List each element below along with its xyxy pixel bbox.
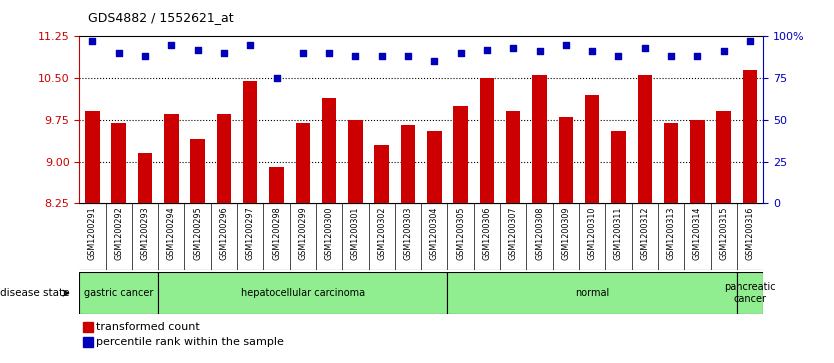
Bar — [322, 98, 336, 203]
Point — [480, 47, 494, 53]
Text: GSM1200291: GSM1200291 — [88, 207, 97, 260]
Point — [349, 53, 362, 59]
Text: GSM1200299: GSM1200299 — [299, 207, 307, 260]
Text: pancreatic
cancer: pancreatic cancer — [724, 282, 776, 304]
Text: GSM1200312: GSM1200312 — [641, 207, 649, 260]
Point — [86, 38, 99, 44]
Point — [638, 45, 651, 51]
Bar — [217, 114, 231, 203]
Bar — [243, 81, 258, 203]
Bar — [158, 272, 448, 314]
Bar — [348, 120, 363, 203]
Point — [244, 42, 257, 48]
Bar — [401, 125, 415, 203]
Bar — [374, 145, 389, 203]
Bar — [506, 111, 520, 203]
Bar — [637, 75, 652, 203]
Text: normal: normal — [575, 288, 610, 298]
Text: GSM1200309: GSM1200309 — [561, 207, 570, 260]
Point — [533, 48, 546, 54]
Bar — [79, 272, 158, 314]
Text: GSM1200293: GSM1200293 — [140, 207, 149, 260]
Text: GSM1200298: GSM1200298 — [272, 207, 281, 260]
Text: GSM1200306: GSM1200306 — [482, 207, 491, 260]
Bar — [269, 167, 284, 203]
Point — [164, 42, 178, 48]
Text: GSM1200300: GSM1200300 — [324, 207, 334, 260]
Bar — [138, 153, 153, 203]
Bar — [190, 139, 205, 203]
Text: GSM1200294: GSM1200294 — [167, 207, 176, 260]
Text: percentile rank within the sample: percentile rank within the sample — [96, 337, 284, 347]
Text: GSM1200292: GSM1200292 — [114, 207, 123, 260]
Bar — [716, 111, 731, 203]
Text: GSM1200305: GSM1200305 — [456, 207, 465, 260]
Text: GDS4882 / 1552621_at: GDS4882 / 1552621_at — [88, 11, 234, 24]
Text: GSM1200303: GSM1200303 — [404, 207, 413, 260]
Text: hepatocellular carcinoma: hepatocellular carcinoma — [241, 288, 364, 298]
Text: GSM1200307: GSM1200307 — [509, 207, 518, 260]
Bar — [454, 106, 468, 203]
Point — [691, 53, 704, 59]
Text: disease state: disease state — [0, 288, 69, 298]
Bar — [736, 272, 763, 314]
Point — [323, 50, 336, 56]
Bar — [295, 123, 310, 203]
Bar — [611, 131, 626, 203]
Point — [191, 47, 204, 53]
Point — [665, 53, 678, 59]
Point — [217, 50, 230, 56]
Point — [428, 58, 441, 64]
Point — [559, 42, 572, 48]
Bar — [559, 117, 573, 203]
Bar — [532, 75, 547, 203]
Point — [743, 38, 756, 44]
Bar — [164, 114, 178, 203]
Bar — [448, 272, 736, 314]
Text: gastric cancer: gastric cancer — [84, 288, 153, 298]
Text: GSM1200295: GSM1200295 — [193, 207, 202, 260]
Point — [296, 50, 309, 56]
Text: GSM1200304: GSM1200304 — [430, 207, 439, 260]
Bar — [480, 78, 495, 203]
Text: GSM1200316: GSM1200316 — [746, 207, 755, 260]
Point — [585, 48, 599, 54]
Point — [454, 50, 467, 56]
Text: GSM1200314: GSM1200314 — [693, 207, 702, 260]
Bar — [743, 70, 757, 203]
Point — [612, 53, 626, 59]
Point — [401, 53, 414, 59]
Text: GSM1200297: GSM1200297 — [246, 207, 254, 260]
Point — [717, 48, 731, 54]
Bar — [112, 123, 126, 203]
Bar — [585, 95, 600, 203]
Bar — [85, 111, 99, 203]
Text: GSM1200315: GSM1200315 — [719, 207, 728, 260]
Text: transformed count: transformed count — [96, 322, 199, 332]
Text: GSM1200302: GSM1200302 — [377, 207, 386, 260]
Bar — [664, 123, 678, 203]
Point — [270, 75, 284, 81]
Point — [375, 53, 389, 59]
Text: GSM1200308: GSM1200308 — [535, 207, 544, 260]
Bar — [427, 131, 441, 203]
Bar — [690, 120, 705, 203]
Text: GSM1200296: GSM1200296 — [219, 207, 229, 260]
Point — [138, 53, 152, 59]
Point — [506, 45, 520, 51]
Point — [112, 50, 125, 56]
Text: GSM1200310: GSM1200310 — [588, 207, 596, 260]
Text: GSM1200313: GSM1200313 — [666, 207, 676, 260]
Text: GSM1200301: GSM1200301 — [351, 207, 360, 260]
Text: GSM1200311: GSM1200311 — [614, 207, 623, 260]
